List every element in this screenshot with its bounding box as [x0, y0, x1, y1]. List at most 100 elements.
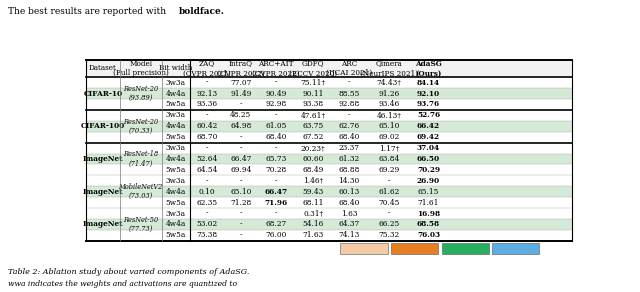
Text: 3w3a: 3w3a — [166, 79, 186, 87]
Text: 60.42: 60.42 — [196, 122, 218, 130]
Text: 93.46: 93.46 — [379, 100, 400, 108]
Text: 3w3a: 3w3a — [166, 177, 186, 185]
Bar — [492, 243, 540, 254]
Text: -: - — [348, 79, 350, 87]
Text: 70.45: 70.45 — [379, 199, 400, 207]
Text: 0.10: 0.10 — [198, 188, 215, 196]
Text: -: - — [205, 79, 208, 87]
Text: 61.32: 61.32 — [339, 155, 360, 163]
Text: 5w5a: 5w5a — [166, 166, 186, 174]
Text: 92.98: 92.98 — [266, 100, 287, 108]
Bar — [86, 60, 572, 77]
Text: -: - — [239, 231, 242, 239]
Text: 70.29: 70.29 — [417, 166, 440, 174]
Text: 48.25: 48.25 — [230, 111, 252, 119]
Text: 77.07: 77.07 — [230, 79, 252, 87]
Bar — [86, 208, 572, 219]
Text: -: - — [275, 79, 277, 87]
Text: 64.37: 64.37 — [338, 220, 360, 228]
Text: 65.15: 65.15 — [418, 188, 439, 196]
Bar — [340, 243, 388, 254]
Text: Table 2: Ablation study about varied components of AdaSG.: Table 2: Ablation study about varied com… — [8, 268, 249, 276]
Text: 5w5a: 5w5a — [166, 199, 186, 207]
Text: 92.10: 92.10 — [417, 90, 440, 98]
Text: 66.47: 66.47 — [264, 188, 288, 196]
Text: 92.13: 92.13 — [196, 90, 218, 98]
Text: 60.60: 60.60 — [303, 155, 324, 163]
Text: 47.61†: 47.61† — [301, 111, 326, 119]
Text: 69.29: 69.29 — [379, 166, 400, 174]
Text: 71.96: 71.96 — [264, 199, 288, 207]
Text: 52.64: 52.64 — [196, 155, 218, 163]
Text: 68.40: 68.40 — [338, 133, 360, 141]
Text: -: - — [275, 111, 277, 119]
Text: 37.04: 37.04 — [417, 144, 440, 152]
Text: 69.42: 69.42 — [417, 133, 440, 141]
Text: ImageNet: ImageNet — [83, 188, 123, 196]
Text: 16.98: 16.98 — [417, 210, 440, 218]
Bar — [391, 243, 438, 254]
Bar — [86, 186, 572, 197]
Bar — [86, 154, 572, 164]
Text: 64.54: 64.54 — [196, 166, 218, 174]
Text: 1.63: 1.63 — [340, 210, 357, 218]
Text: 68.40: 68.40 — [266, 133, 287, 141]
Text: 61.62: 61.62 — [379, 188, 400, 196]
Bar — [86, 175, 572, 186]
Text: 71.63: 71.63 — [303, 231, 324, 239]
Text: 68.58: 68.58 — [417, 220, 440, 228]
Bar — [86, 219, 572, 230]
Text: AdaSG
(Ours): AdaSG (Ours) — [415, 60, 442, 77]
Text: 14.30: 14.30 — [338, 177, 360, 185]
Text: 23.37: 23.37 — [339, 144, 359, 152]
Bar — [86, 142, 572, 154]
Bar — [86, 197, 572, 208]
Text: 62.35: 62.35 — [196, 199, 218, 207]
Text: -: - — [348, 111, 350, 119]
Text: -: - — [275, 177, 277, 185]
Text: 1.17†: 1.17† — [379, 144, 399, 152]
Bar — [86, 132, 572, 142]
Text: 69.94: 69.94 — [230, 166, 252, 174]
Text: 75.32: 75.32 — [379, 231, 400, 239]
Text: 93.76: 93.76 — [417, 100, 440, 108]
Text: Bit width: Bit width — [159, 65, 193, 72]
Bar — [86, 230, 572, 241]
Text: 71.61: 71.61 — [418, 199, 439, 207]
Text: 90.49: 90.49 — [266, 90, 287, 98]
Text: 73.38: 73.38 — [196, 231, 218, 239]
Text: -: - — [205, 177, 208, 185]
Text: -: - — [388, 210, 390, 218]
Text: 4w4a: 4w4a — [166, 188, 186, 196]
Text: 91.49: 91.49 — [230, 90, 252, 98]
Text: ResNet-20
(93.89): ResNet-20 (93.89) — [123, 85, 158, 102]
Text: wwa indicates the weights and activations are quantized to: wwa indicates the weights and activation… — [8, 280, 237, 288]
Text: 4w4a: 4w4a — [166, 155, 186, 163]
Text: 54.16: 54.16 — [303, 220, 324, 228]
Text: 88.55: 88.55 — [338, 90, 360, 98]
Text: 61.05: 61.05 — [266, 122, 287, 130]
Text: 68.27: 68.27 — [266, 220, 287, 228]
Text: 70.28: 70.28 — [266, 166, 287, 174]
Bar — [86, 121, 572, 132]
Text: MobileNetV2
(73.03): MobileNetV2 (73.03) — [118, 183, 163, 200]
Text: 74.13: 74.13 — [338, 231, 360, 239]
Text: 65.73: 65.73 — [266, 155, 287, 163]
Text: 93.36: 93.36 — [196, 100, 218, 108]
Bar — [86, 164, 572, 175]
Text: 66.50: 66.50 — [417, 155, 440, 163]
Text: ResNet-18
(71.47): ResNet-18 (71.47) — [123, 150, 158, 168]
Text: 53.02: 53.02 — [196, 220, 218, 228]
Text: 59.43: 59.43 — [303, 188, 324, 196]
Text: -: - — [388, 177, 390, 185]
Text: 67.52: 67.52 — [303, 133, 324, 141]
Text: 63.84: 63.84 — [379, 155, 400, 163]
Text: ARC
(IJCAI 2021): ARC (IJCAI 2021) — [326, 60, 372, 77]
Text: 1.46†: 1.46† — [303, 177, 324, 185]
Text: 91.26: 91.26 — [379, 90, 400, 98]
Text: 52.76: 52.76 — [417, 111, 440, 119]
Text: -: - — [205, 144, 208, 152]
Text: 64.98: 64.98 — [230, 122, 252, 130]
Text: 3w3a: 3w3a — [166, 144, 186, 152]
Text: 66.25: 66.25 — [379, 220, 400, 228]
